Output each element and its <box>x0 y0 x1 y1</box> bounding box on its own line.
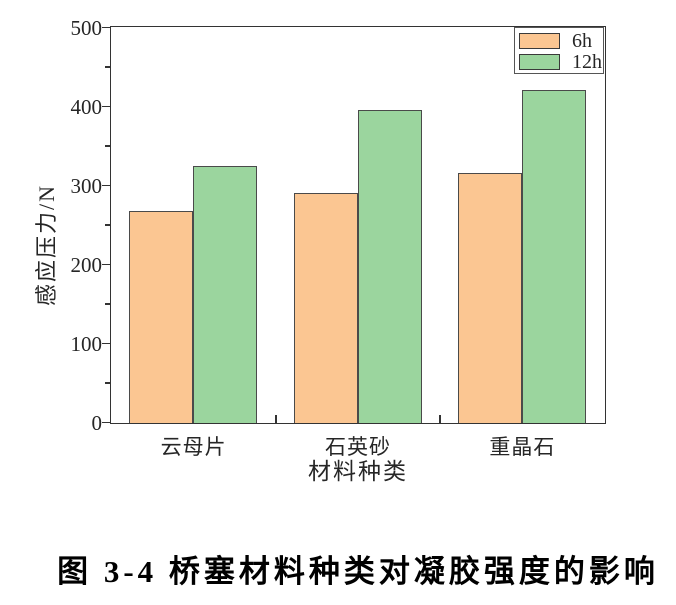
category-label: 石英砂 <box>325 435 391 459</box>
y-minor-tick <box>105 224 110 226</box>
bar-6h-c1 <box>293 193 358 423</box>
y-major-tick <box>102 26 110 29</box>
figure-caption: 图 3-4 桥塞材料种类对凝胶强度的影响 <box>57 554 659 589</box>
category-label: 云母片 <box>160 435 227 459</box>
bar-12h-c2 <box>521 89 586 423</box>
bar-12h-c1 <box>357 110 422 423</box>
y-minor-tick <box>105 145 110 147</box>
x-minor-tick <box>439 414 441 423</box>
legend-row: 6h <box>519 31 603 51</box>
y-major-tick <box>102 184 110 187</box>
legend-label-6h: 6h <box>572 30 592 52</box>
x-axis-title: 材料种类 <box>308 459 408 484</box>
legend: 6h 12h <box>514 27 604 74</box>
y-major-tick <box>102 421 110 424</box>
y-minor-tick <box>105 303 110 305</box>
legend-row: 12h <box>519 52 603 72</box>
y-tick-label: 200 <box>70 252 103 277</box>
y-major-tick <box>102 342 110 345</box>
y-tick-label: 400 <box>70 94 103 119</box>
bar-12h-c0 <box>193 166 258 423</box>
bar-6h-c0 <box>129 211 194 423</box>
y-tick-label: 0 <box>91 410 103 435</box>
y-tick-label: 300 <box>70 173 103 198</box>
y-major-tick <box>102 263 110 266</box>
x-minor-tick <box>275 414 277 423</box>
y-minor-tick <box>105 66 110 68</box>
legend-label-12h: 12h <box>572 51 602 73</box>
plot-area <box>110 26 606 424</box>
y-minor-tick <box>105 382 110 384</box>
legend-swatch-12h <box>519 54 560 70</box>
y-major-tick <box>102 105 110 108</box>
y-tick-label: 500 <box>70 15 103 40</box>
y-axis-title: 感应压力/N <box>34 184 59 307</box>
y-tick-label: 100 <box>70 331 103 356</box>
category-label: 重晶石 <box>489 435 556 459</box>
bar-6h-c2 <box>457 173 522 423</box>
legend-swatch-6h <box>519 33 560 49</box>
